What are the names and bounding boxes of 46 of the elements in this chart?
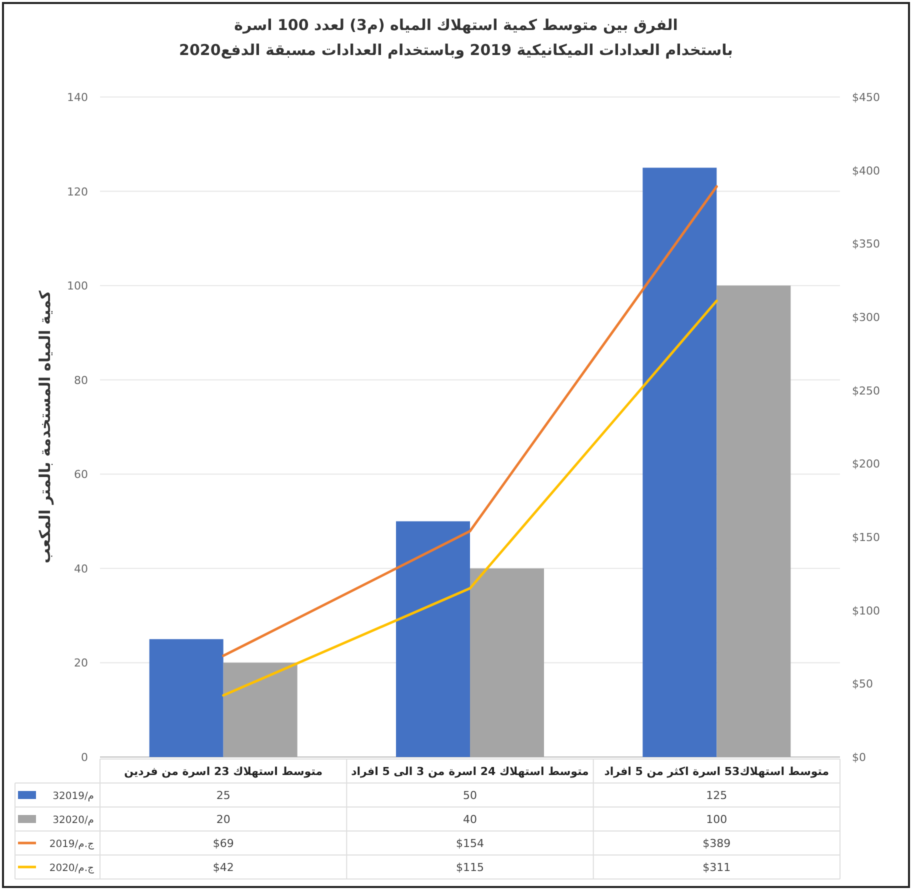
data-label: $69 xyxy=(212,837,234,850)
y-tick-label: 20 xyxy=(74,656,88,670)
y-tick-label: 120 xyxy=(67,185,88,198)
data-label: $115 xyxy=(456,861,484,874)
bar xyxy=(149,639,224,757)
y2-tick-label: $50 xyxy=(852,678,873,691)
data-label: $154 xyxy=(456,837,484,850)
legend-label: 3م/2020 xyxy=(52,815,94,826)
y-axis-title: كمية المياه المستخدمة بالمتر المكعب xyxy=(36,290,54,564)
data-label: 20 xyxy=(216,813,230,826)
y2-tick-label: $250 xyxy=(852,384,880,398)
y2-tick-label: $150 xyxy=(852,531,880,544)
y-tick-label: 100 xyxy=(67,280,88,293)
legend-label: 3م/2019 xyxy=(52,791,94,802)
data-label: 100 xyxy=(706,813,728,826)
chart-subtitle: باستخدام العدادات الميكانيكية 2019 وباستخدام العدادات مسبقة الدفع2020 xyxy=(179,41,733,59)
legend-label: 2020/ج.م xyxy=(49,863,95,874)
data-label: $311 xyxy=(702,861,731,874)
y2-tick-label: $300 xyxy=(852,311,880,324)
y2-tick-label: $350 xyxy=(852,238,880,251)
x-tick-label: متوسط استهلاك 24 اسرة من 3 الى 5 افراد xyxy=(351,765,589,778)
bar xyxy=(716,286,791,757)
bar xyxy=(642,168,717,757)
y2-tick-label: $100 xyxy=(852,604,880,618)
y2-tick-label: $450 xyxy=(852,91,880,104)
data-label: 50 xyxy=(463,789,477,802)
y-tick-label: 60 xyxy=(74,468,88,482)
y-tick-label: 140 xyxy=(67,91,88,104)
bar xyxy=(223,662,298,757)
x-tick-label: متوسط استهلاك53 اسرة اكثر من 5 افراد xyxy=(604,765,830,778)
y-tick-label: 0 xyxy=(81,751,88,764)
data-label: $42 xyxy=(212,861,234,874)
y-tick-label: 40 xyxy=(74,562,88,576)
data-label: $389 xyxy=(702,837,731,850)
x-tick-label: متوسط استهلاك 23 اسرة من فردين xyxy=(124,765,323,778)
data-label: 25 xyxy=(216,789,230,802)
bar xyxy=(470,568,544,757)
y2-tick-label: $400 xyxy=(852,164,880,178)
legend-label: 2019/ج.م xyxy=(49,839,95,850)
data-label: 40 xyxy=(463,813,477,826)
y2-tick-label: $0 xyxy=(852,751,866,764)
chart-title: الفرق بين متوسط كمية استهلاك المياه (م3) لعدد 100 اسرة xyxy=(234,16,678,34)
y2-tick-label: $200 xyxy=(852,458,880,471)
y-tick-label: 80 xyxy=(74,374,88,387)
bar xyxy=(396,521,470,757)
data-label: 125 xyxy=(706,789,728,802)
